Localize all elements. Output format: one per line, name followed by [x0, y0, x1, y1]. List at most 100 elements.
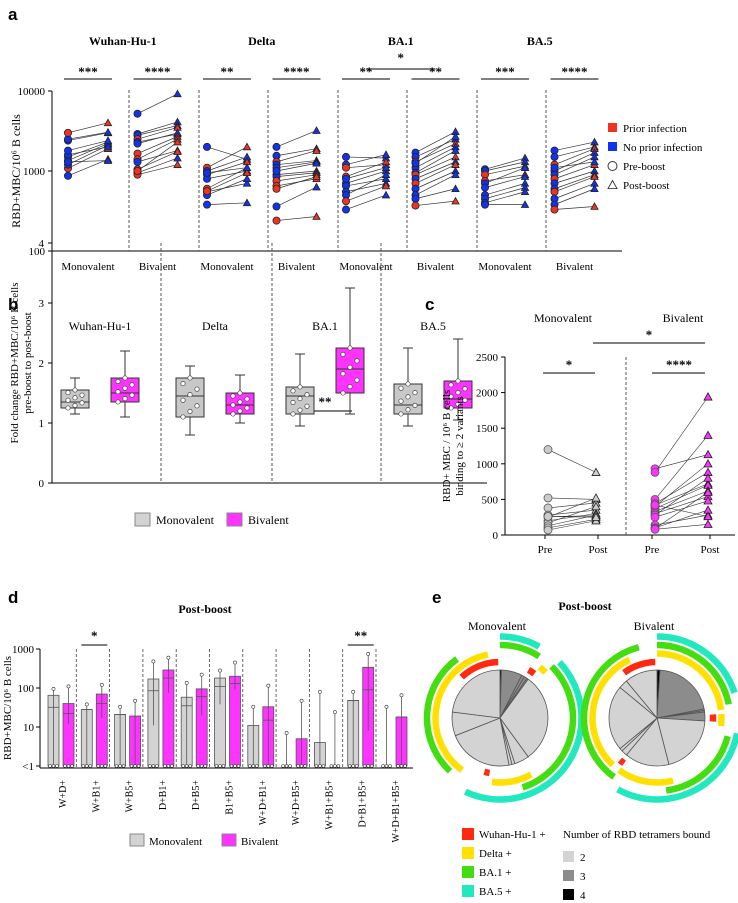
- a-pre-point: [202, 187, 211, 196]
- e-pie-title: Monovalent: [468, 619, 527, 633]
- c-post-point-biv: [703, 473, 713, 482]
- d-point: [170, 764, 174, 768]
- e-ring-arc-ba5: [616, 732, 738, 803]
- b-point: [72, 395, 78, 401]
- d-point: [63, 764, 67, 768]
- c-x-tick-label: Pre: [645, 544, 660, 556]
- b-y-tick-label: 2: [39, 358, 45, 370]
- a-pair-line: [484, 187, 526, 200]
- a-variant-title: BA.1: [388, 34, 414, 48]
- e-ring-arc-ba1: [521, 664, 577, 791]
- a-pair-line: [484, 174, 526, 182]
- e-count-swatch: [563, 870, 574, 881]
- a-pair-line: [206, 202, 248, 205]
- b-point: [304, 403, 310, 409]
- a-pair-line: [206, 167, 248, 174]
- e-ring-arc-delta: [617, 767, 674, 786]
- panel-label-b: b: [8, 295, 18, 314]
- d-point: [66, 684, 71, 689]
- a-pair-line: [137, 132, 178, 144]
- d-x-tick-label: D+B1+: [158, 780, 169, 811]
- c-pair-line: [547, 497, 597, 500]
- a-pre-point: [411, 159, 420, 168]
- d-point: [236, 764, 241, 768]
- c-pair-line: [654, 504, 709, 517]
- c-pair-line: [654, 483, 709, 506]
- d-point: [133, 764, 137, 768]
- panel-label-e: e: [432, 588, 441, 607]
- a-post-point: [451, 170, 460, 178]
- a-post-point: [242, 168, 252, 177]
- a-pair-line: [554, 188, 595, 205]
- a-pair-line: [554, 170, 595, 184]
- b-point: [340, 351, 346, 357]
- a-pair-line: [484, 176, 526, 188]
- a-pair-line: [415, 161, 456, 180]
- a-pair-line: [67, 141, 109, 158]
- c-post-point-biv: [703, 449, 713, 459]
- b-sig-label: **: [319, 394, 332, 409]
- a-x-tick-label: Monovalent: [61, 261, 114, 273]
- a-y-axis-label: RBD+MBC/10⁶ B cells: [9, 114, 23, 228]
- a-pair-line: [276, 176, 317, 190]
- c-pre-point-mono: [543, 512, 553, 521]
- a-pre-point: [64, 157, 73, 166]
- e-ring-arc-delta: [717, 713, 725, 727]
- a-pre-point: [341, 152, 350, 161]
- b-point: [180, 414, 186, 420]
- e-legend-swatch-ba1: [462, 866, 474, 878]
- c-pre-point-biv: [650, 512, 660, 522]
- d-title: Post-boost: [178, 602, 231, 616]
- d-point: [399, 693, 404, 698]
- a-pair-line: [137, 141, 178, 172]
- c-x-tick-label: Post: [589, 544, 608, 556]
- d-point: [332, 710, 337, 715]
- a-pair-line: [137, 157, 178, 174]
- a-pair-line: [67, 122, 109, 134]
- e-count-label: 3: [580, 871, 586, 883]
- a-post-point: [173, 160, 182, 168]
- a-sig-label: ****: [145, 64, 171, 79]
- d-point: [362, 764, 367, 768]
- a-pair-line: [345, 156, 387, 159]
- c-y-tick-label: 0: [493, 530, 499, 542]
- c-pair-line: [654, 477, 709, 516]
- a-post-point: [590, 184, 599, 193]
- e-count-swatch: [563, 889, 574, 900]
- b-point: [455, 390, 461, 396]
- c-sig-label: *: [566, 357, 573, 372]
- e-ring-arc-ba5: [499, 633, 541, 650]
- e-pie-slice-2: [454, 717, 510, 767]
- a-post-point: [103, 156, 113, 164]
- d-point: [303, 764, 307, 768]
- b-point: [79, 400, 85, 406]
- a-pre-point: [202, 200, 211, 209]
- c-pair-line: [547, 519, 597, 529]
- b-point: [122, 385, 128, 391]
- d-point: [199, 672, 204, 677]
- c-pair-line: [547, 506, 597, 524]
- a-post-point: [173, 137, 182, 146]
- c-sig-label: ****: [666, 357, 692, 372]
- b-point: [398, 411, 404, 417]
- d-point: [221, 764, 226, 768]
- b-variant-title: Wuhan-Hu-1: [69, 319, 132, 333]
- e-ring-arc-ba1: [656, 641, 732, 705]
- b-point: [347, 364, 353, 370]
- a-legend-label: Prior infection: [623, 123, 687, 135]
- a-pre-point: [480, 200, 489, 209]
- d-point: [155, 764, 159, 768]
- e-legend-label: BA.5 +: [479, 886, 511, 898]
- e-legend-label: BA.1 +: [479, 867, 511, 879]
- b-point: [448, 405, 454, 411]
- a-pair-line: [345, 170, 387, 184]
- a-y-tick-label: 10000: [18, 86, 46, 98]
- a-pair-line: [67, 143, 109, 161]
- a-x-tick-label: Monovalent: [478, 261, 531, 273]
- c-post-point-mono: [591, 467, 601, 476]
- d-point: [333, 764, 337, 768]
- a-pair-line: [137, 93, 178, 115]
- d-point: [133, 698, 138, 703]
- d-point: [251, 704, 256, 709]
- a-post-point: [242, 142, 252, 151]
